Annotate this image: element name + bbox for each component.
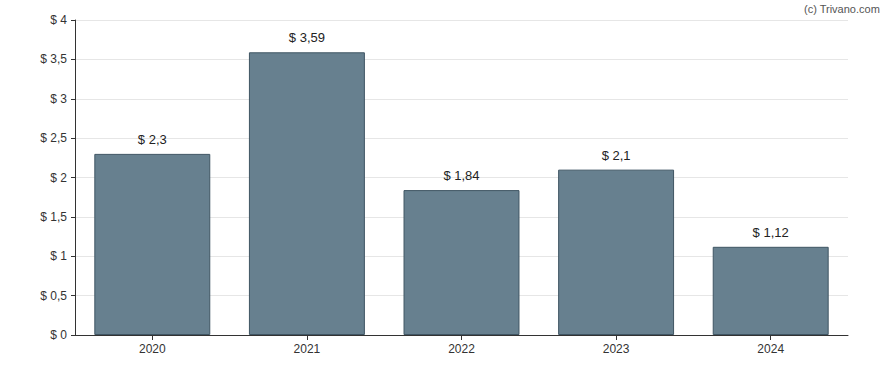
svg-text:$ 1: $ 1: [50, 249, 67, 263]
svg-text:$ 1,12: $ 1,12: [753, 225, 789, 240]
svg-text:$ 1,84: $ 1,84: [443, 168, 479, 183]
svg-text:$ 0: $ 0: [50, 328, 67, 342]
svg-text:2021: 2021: [294, 342, 321, 356]
svg-text:$ 3,5: $ 3,5: [40, 52, 67, 66]
svg-text:2022: 2022: [448, 342, 475, 356]
svg-text:$ 2,1: $ 2,1: [602, 148, 631, 163]
svg-text:$ 2,5: $ 2,5: [40, 131, 67, 145]
svg-text:$ 2,3: $ 2,3: [138, 132, 167, 147]
svg-text:$ 0,5: $ 0,5: [40, 289, 67, 303]
svg-text:(c) Trivano.com: (c) Trivano.com: [804, 3, 880, 15]
svg-text:$ 1,5: $ 1,5: [40, 210, 67, 224]
svg-text:2024: 2024: [757, 342, 784, 356]
svg-text:$ 2: $ 2: [50, 171, 67, 185]
svg-text:$ 3,59: $ 3,59: [289, 30, 325, 45]
svg-text:$ 3: $ 3: [50, 92, 67, 106]
svg-text:$ 4: $ 4: [50, 13, 67, 27]
svg-text:2020: 2020: [139, 342, 166, 356]
svg-text:2023: 2023: [603, 342, 630, 356]
